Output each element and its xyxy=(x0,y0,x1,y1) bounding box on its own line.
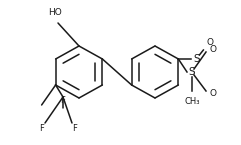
Text: S: S xyxy=(189,67,195,77)
Text: F: F xyxy=(73,124,77,133)
Text: HO: HO xyxy=(48,8,62,17)
Text: O: O xyxy=(209,88,216,97)
Text: F: F xyxy=(60,96,66,105)
Text: S: S xyxy=(193,54,200,64)
Text: O: O xyxy=(206,38,213,47)
Text: F: F xyxy=(40,124,44,133)
Text: O: O xyxy=(209,46,216,55)
Text: CH₃: CH₃ xyxy=(184,97,200,106)
